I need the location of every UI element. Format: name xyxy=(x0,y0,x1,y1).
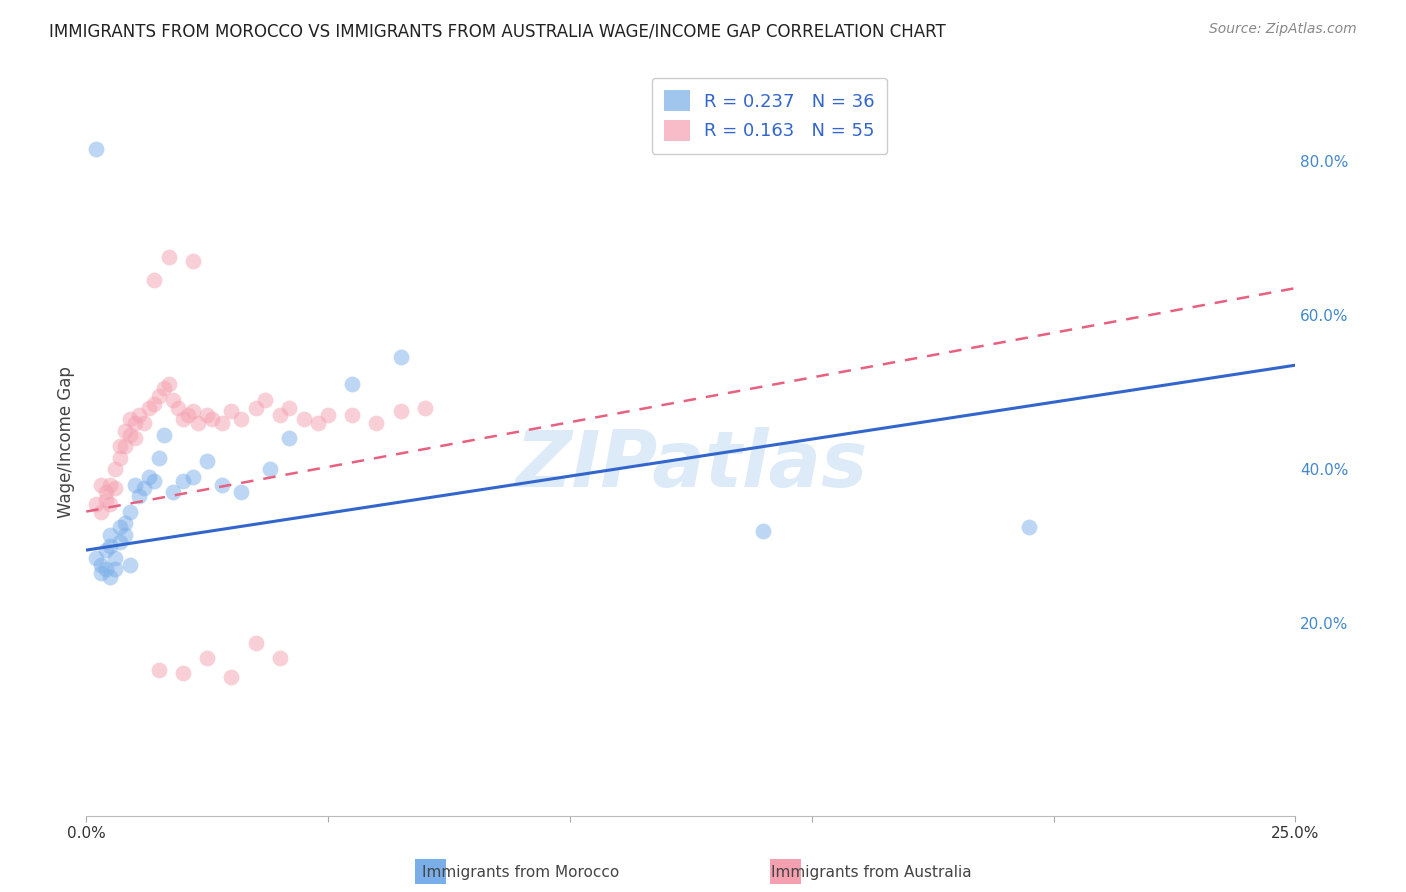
Point xyxy=(148,389,170,403)
Point xyxy=(84,497,107,511)
Point xyxy=(108,520,131,534)
Point xyxy=(143,474,166,488)
Point xyxy=(108,439,131,453)
Point xyxy=(84,550,107,565)
Point xyxy=(134,482,156,496)
Point xyxy=(254,392,277,407)
Text: IMMIGRANTS FROM MOROCCO VS IMMIGRANTS FROM AUSTRALIA WAGE/INCOME GAP CORRELATION: IMMIGRANTS FROM MOROCCO VS IMMIGRANTS FR… xyxy=(49,22,946,40)
Point xyxy=(148,663,170,677)
Point xyxy=(162,485,184,500)
Point xyxy=(269,651,291,665)
Point xyxy=(157,377,180,392)
Point xyxy=(307,416,329,430)
Text: Source: ZipAtlas.com: Source: ZipAtlas.com xyxy=(1209,22,1357,37)
Point xyxy=(181,470,204,484)
Point xyxy=(389,404,412,418)
Point xyxy=(118,412,141,426)
Point xyxy=(118,427,141,442)
Point xyxy=(195,409,218,423)
Point xyxy=(278,431,301,445)
Point xyxy=(152,427,174,442)
Point xyxy=(138,470,160,484)
Point xyxy=(124,431,146,445)
Point xyxy=(94,485,117,500)
Point xyxy=(94,543,117,558)
Text: Immigrants from Australia: Immigrants from Australia xyxy=(772,865,972,880)
Point xyxy=(195,651,218,665)
Point xyxy=(157,250,180,264)
Point xyxy=(94,562,117,576)
Point xyxy=(229,412,252,426)
Point xyxy=(366,416,388,430)
Point xyxy=(104,462,127,476)
Point xyxy=(211,477,233,491)
Text: ZIPatlas: ZIPatlas xyxy=(515,426,868,502)
Point xyxy=(128,489,150,503)
Point xyxy=(143,397,166,411)
Point xyxy=(104,482,127,496)
Point xyxy=(114,516,136,530)
Point xyxy=(90,566,112,581)
Point xyxy=(104,562,127,576)
Point xyxy=(134,416,156,430)
Point xyxy=(1018,520,1040,534)
Point xyxy=(90,558,112,573)
Point xyxy=(211,416,233,430)
Point xyxy=(108,450,131,465)
Point xyxy=(259,462,281,476)
Point xyxy=(413,401,436,415)
Point xyxy=(278,401,301,415)
Point xyxy=(118,504,141,518)
Point xyxy=(195,454,218,468)
Point xyxy=(316,409,339,423)
Point xyxy=(100,477,122,491)
Point xyxy=(118,558,141,573)
Text: Immigrants from Morocco: Immigrants from Morocco xyxy=(422,865,619,880)
Point xyxy=(292,412,315,426)
Point xyxy=(90,504,112,518)
Legend: R = 0.237   N = 36, R = 0.163   N = 55: R = 0.237 N = 36, R = 0.163 N = 55 xyxy=(651,78,887,153)
Point xyxy=(100,539,122,553)
Y-axis label: Wage/Income Gap: Wage/Income Gap xyxy=(58,367,75,518)
Point xyxy=(245,635,267,649)
Point xyxy=(84,143,107,157)
Point xyxy=(181,404,204,418)
Point xyxy=(342,409,364,423)
Point xyxy=(114,424,136,438)
Point xyxy=(245,401,267,415)
Point xyxy=(752,524,775,538)
Point xyxy=(124,477,146,491)
Point xyxy=(172,666,194,681)
Point xyxy=(114,439,136,453)
Point xyxy=(94,493,117,508)
Point xyxy=(143,273,166,287)
Point xyxy=(138,401,160,415)
Point xyxy=(148,450,170,465)
Point xyxy=(100,527,122,541)
Point xyxy=(90,477,112,491)
Point xyxy=(104,550,127,565)
Point xyxy=(221,404,243,418)
Point xyxy=(100,570,122,584)
Point xyxy=(162,392,184,407)
Point xyxy=(167,401,190,415)
Point xyxy=(186,416,208,430)
Point xyxy=(128,409,150,423)
Point xyxy=(181,254,204,268)
Point xyxy=(152,381,174,395)
Point xyxy=(108,535,131,549)
Point xyxy=(172,412,194,426)
Point xyxy=(114,527,136,541)
Point xyxy=(100,497,122,511)
Point xyxy=(269,409,291,423)
Point xyxy=(342,377,364,392)
Point xyxy=(124,416,146,430)
Point xyxy=(177,409,200,423)
Point xyxy=(201,412,224,426)
Point xyxy=(229,485,252,500)
Point xyxy=(172,474,194,488)
Point xyxy=(389,351,412,365)
Point xyxy=(221,670,243,684)
